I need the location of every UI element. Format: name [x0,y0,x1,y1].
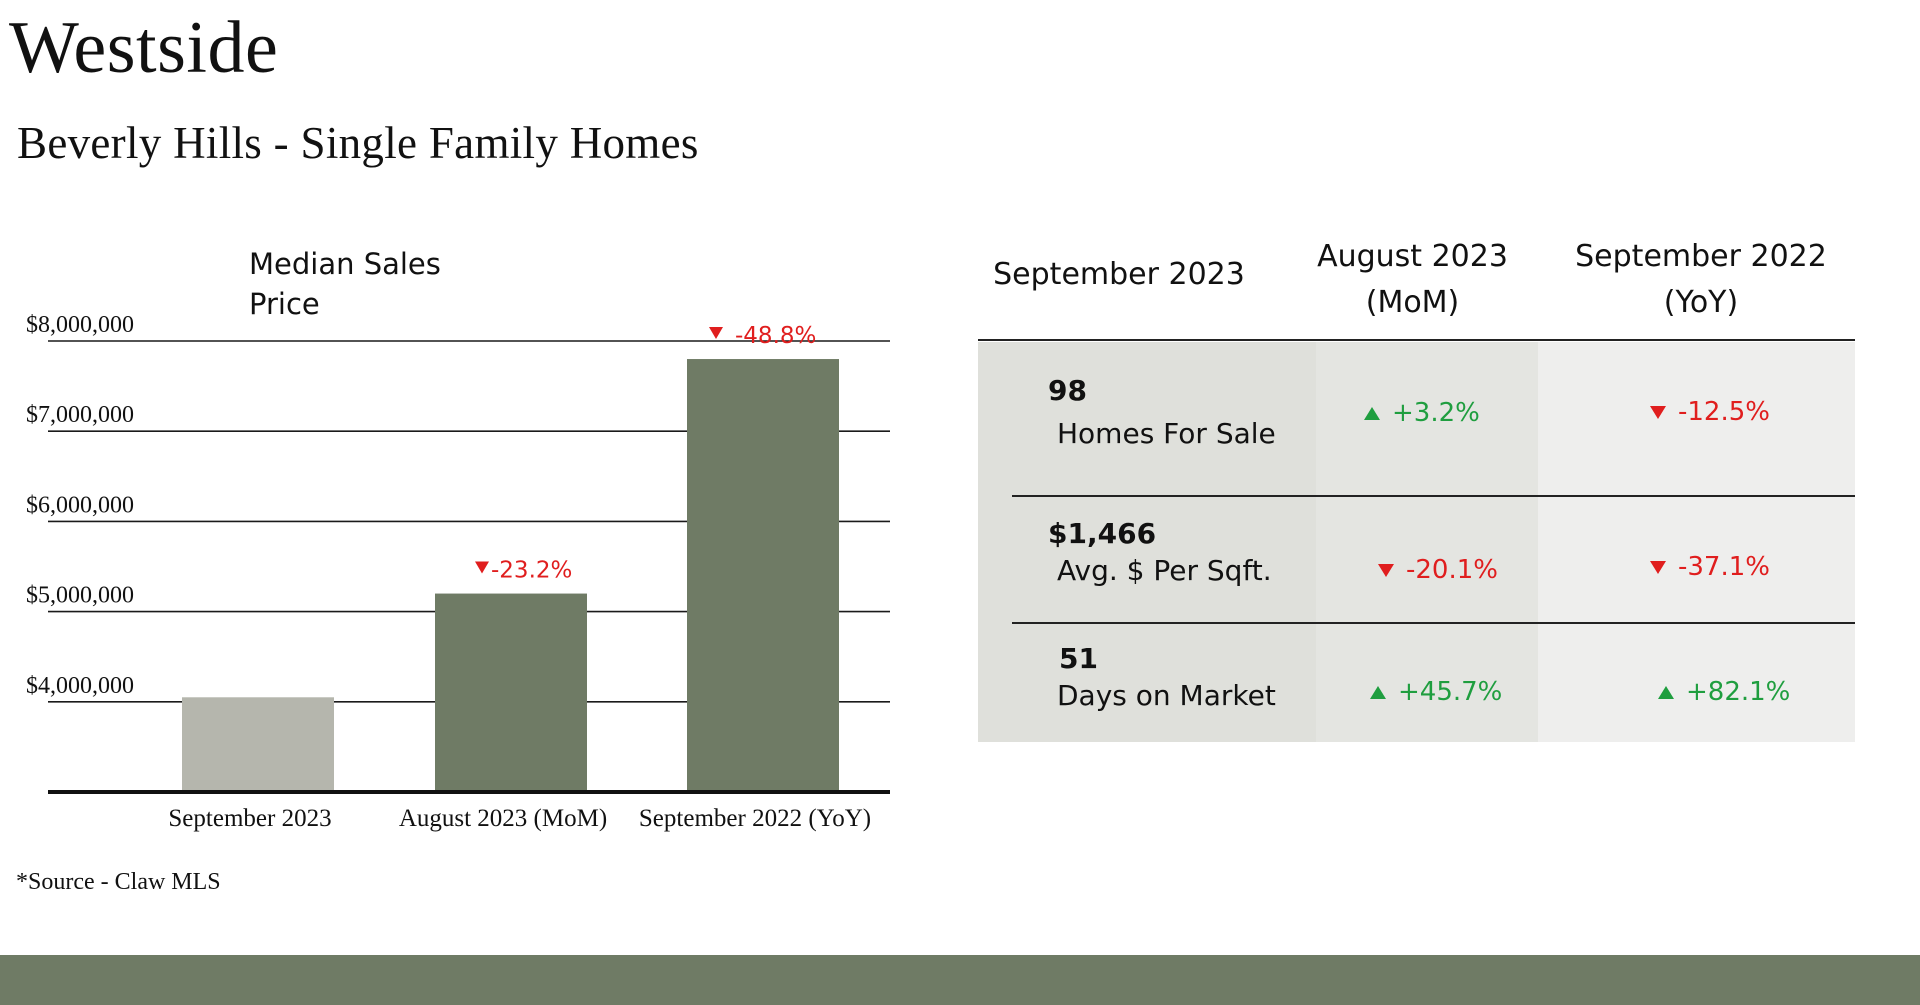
change-arrow-icon [475,561,489,574]
y-tick-label: $4,000,000 [26,673,134,699]
price-per-sqft-yoy-change: -37.1% [1650,549,1770,585]
change-arrow-icon [1650,406,1666,419]
days-on-market-mom-change: +45.7% [1370,674,1502,710]
table-col-current-bg [978,342,1316,742]
x-tick-label: September 2023 [168,805,331,832]
change-text: +82.1% [1686,677,1791,707]
y-tick-label: $6,000,000 [26,492,134,518]
table-header-yoy-line1: September 2022 [1575,239,1827,274]
change-arrow-icon [1370,686,1386,699]
homes-for-sale-value: 98 [1048,374,1087,407]
table-header-yoy-line2: (YoY) [1663,285,1739,320]
table-header-mom-line1: August 2023 [1317,239,1508,274]
change-text: +45.7% [1398,677,1503,707]
page-title: Westside [9,7,279,89]
bar [182,697,334,790]
table-row-divider [1012,622,1855,624]
y-tick-label: $5,000,000 [26,583,134,609]
footer-bar [0,955,1920,1005]
source-note: *Source - Claw MLS [16,869,221,895]
days-on-market-yoy-change: +82.1% [1658,674,1790,710]
change-text: -12.5% [1678,397,1770,427]
change-arrow-icon [1658,686,1674,699]
change-text: -20.1% [1406,555,1498,585]
x-tick-label: September 2022 (YoY) [639,805,871,832]
change-arrow-icon [709,327,723,340]
homes-for-sale-mom-change: +3.2% [1364,395,1480,431]
price-per-sqft-label: Avg. $ Per Sqft. [1057,554,1272,587]
price-per-sqft-mom-change: -20.1% [1378,552,1498,588]
table-header-mom: August 2023 (MoM) [1315,234,1510,326]
bar [435,593,587,790]
change-arrow-icon [1378,564,1394,577]
homes-for-sale-label: Homes For Sale [1057,417,1276,450]
change-text: +3.2% [1392,398,1480,428]
table-header-yoy: September 2022 (YoY) [1560,234,1842,326]
page-subtitle: Beverly Hills - Single Family Homes [17,118,699,168]
bar-change-label: -48.8% [735,323,816,349]
median-price-bar-chart: $4,000,000 $5,000,000 $6,000,000 $7,000,000… [26,312,890,832]
change-arrow-icon [1364,407,1380,420]
price-per-sqft-value: $1,466 [1048,517,1157,550]
table-col-mom-bg [1316,342,1538,742]
bar [687,359,839,790]
y-tick-label: $8,000,000 [26,312,134,338]
table-col-yoy-bg [1538,342,1855,742]
change-arrow-icon [1650,561,1666,574]
chart-title: Median Sales Price [249,247,441,321]
table-header-current: September 2023 [978,252,1260,298]
y-tick-label: $7,000,000 [26,402,134,428]
homes-for-sale-yoy-change: -12.5% [1650,394,1770,430]
change-text: -37.1% [1678,552,1770,582]
table-header-mom-line2: (MoM) [1365,285,1460,320]
bar-change-label: -23.2% [491,558,572,584]
x-tick-label: August 2023 (MoM) [399,805,607,832]
days-on-market-value: 51 [1059,642,1098,675]
table-header-current-label: September 2023 [993,257,1245,292]
metrics-table: 98 Homes For Sale +3.2% -12.5% $1,466 Av… [978,342,1855,742]
table-header-rule [978,339,1855,341]
table-row-divider [1012,495,1855,497]
days-on-market-label: Days on Market [1057,679,1276,712]
